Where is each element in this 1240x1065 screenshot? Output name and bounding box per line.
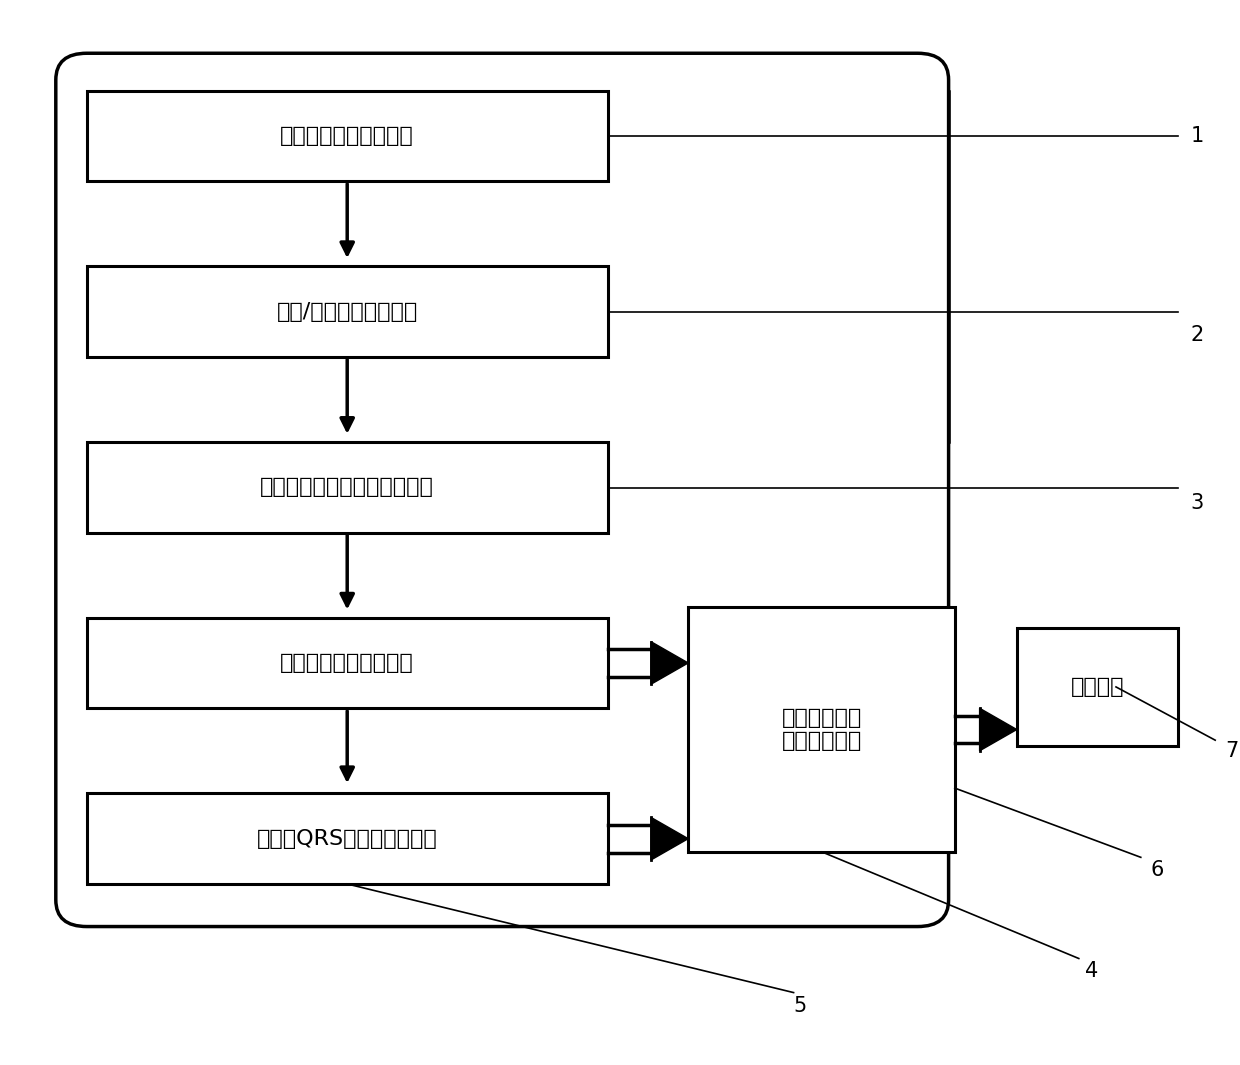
Polygon shape bbox=[980, 708, 1017, 751]
Text: 2: 2 bbox=[1190, 326, 1204, 345]
Text: 无线/有线网络传输模块: 无线/有线网络传输模块 bbox=[277, 301, 418, 322]
Text: 心电图主波间期分析器: 心电图主波间期分析器 bbox=[280, 653, 414, 673]
Text: 6: 6 bbox=[1151, 861, 1164, 880]
Bar bbox=[688, 607, 955, 852]
Text: 4: 4 bbox=[1085, 962, 1099, 981]
Bar bbox=[87, 91, 608, 181]
Text: 输出模块: 输出模块 bbox=[1070, 677, 1125, 697]
FancyBboxPatch shape bbox=[56, 53, 949, 927]
Text: 1: 1 bbox=[1190, 127, 1204, 146]
Text: 5: 5 bbox=[794, 997, 807, 1016]
Bar bbox=[87, 266, 608, 357]
Text: 心电图收集及时域特征识别器: 心电图收集及时域特征识别器 bbox=[260, 477, 434, 497]
Text: 7: 7 bbox=[1225, 741, 1239, 760]
Bar bbox=[87, 442, 608, 532]
Polygon shape bbox=[651, 818, 688, 861]
Text: 十二导联心电图采集器: 十二导联心电图采集器 bbox=[280, 126, 414, 146]
Bar bbox=[87, 618, 608, 708]
Text: 十二导联心电
图排队分析器: 十二导联心电 图排队分析器 bbox=[781, 708, 862, 751]
Text: 3: 3 bbox=[1190, 493, 1204, 512]
Polygon shape bbox=[651, 641, 688, 685]
Text: 心电图QRS波相似性分析器: 心电图QRS波相似性分析器 bbox=[257, 829, 438, 849]
Bar bbox=[1017, 628, 1178, 746]
Bar bbox=[87, 793, 608, 884]
